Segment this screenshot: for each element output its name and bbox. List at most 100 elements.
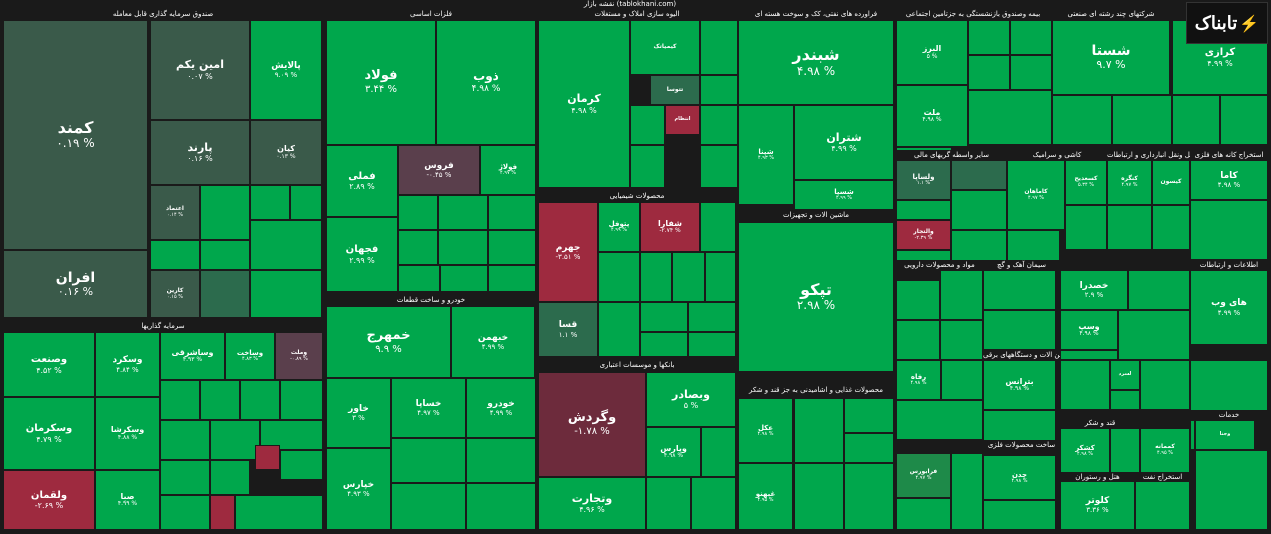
stock-tile-small[interactable] <box>210 495 235 530</box>
stock-tile-small[interactable] <box>983 310 1056 350</box>
stock-tile[interactable]: رفاه ۴.۹۸ % <box>896 360 941 400</box>
stock-tile[interactable]: صبا ۴.۹۹ % <box>95 470 160 530</box>
stock-tile-small[interactable] <box>951 190 1007 230</box>
stock-tile-small[interactable] <box>210 460 250 495</box>
stock-tile-small[interactable] <box>705 252 736 302</box>
stock-tile-small[interactable] <box>1107 205 1152 250</box>
stock-tile[interactable]: تتوسا <box>650 75 700 105</box>
stock-tile[interactable]: وساشرقی ۴.۹۳ % <box>160 332 225 380</box>
stock-tile-small[interactable] <box>1190 420 1195 450</box>
stock-tile-small[interactable] <box>150 240 200 270</box>
stock-tile-small[interactable] <box>1052 95 1112 145</box>
stock-tile-small[interactable] <box>391 483 466 530</box>
stock-tile-small[interactable] <box>200 270 250 318</box>
stock-tile[interactable]: وبصادر ۵ % <box>646 372 736 427</box>
stock-tile-small[interactable] <box>940 320 983 360</box>
stock-tile-small[interactable] <box>235 495 323 530</box>
stock-tile[interactable]: وگردش -۱.۷۸ % <box>538 372 646 477</box>
stock-tile-small[interactable] <box>896 280 940 320</box>
stock-tile-small[interactable] <box>701 427 736 477</box>
stock-tile-small[interactable] <box>391 438 466 483</box>
stock-tile[interactable]: شفارا -۲.۷۴ % <box>640 202 700 252</box>
stock-tile-small[interactable] <box>844 463 894 530</box>
stock-tile-small[interactable] <box>290 185 322 220</box>
stock-tile[interactable]: وساخت ۴.۸۳ % <box>225 332 275 380</box>
stock-tile-small[interactable] <box>160 460 210 495</box>
stock-tile-small[interactable] <box>250 270 322 318</box>
stock-tile[interactable]: ذوب ۴.۹۸ % <box>436 20 536 145</box>
stock-tile[interactable]: کرمان ۴.۹۸ % <box>538 20 630 188</box>
stock-tile[interactable]: پتوفل ۴.۹۹ % <box>598 202 640 252</box>
stock-tile[interactable]: کنگره ۴.۹۷ % <box>1107 160 1152 205</box>
stock-tile[interactable]: فجهان ۲.۹۹ % <box>326 217 398 292</box>
stock-tile[interactable]: وپارس ۴.۹۸ % <box>646 427 701 477</box>
stock-tile[interactable]: وسپ ۴.۹۸ % <box>1060 310 1118 350</box>
stock-tile-small[interactable] <box>398 195 438 230</box>
stock-tile[interactable]: والتجار -۲.۳۹ % <box>896 220 951 250</box>
stock-tile[interactable]: شسپا ۴.۹۹ % <box>794 180 894 210</box>
stock-tile[interactable]: فولاژ ۴.۹۷ % <box>480 145 536 195</box>
stock-tile-small[interactable] <box>896 498 951 530</box>
stock-tile-small[interactable] <box>968 90 1052 145</box>
stock-tile[interactable]: وملت -۰.۸۹ % <box>275 332 323 380</box>
stock-tile-small[interactable] <box>688 332 736 357</box>
stock-tile[interactable]: ولقمان -۲.۶۹ % <box>3 470 95 530</box>
stock-tile-small[interactable] <box>1112 95 1172 145</box>
stock-tile-small[interactable] <box>1152 205 1190 250</box>
stock-tile-small[interactable] <box>983 500 1056 530</box>
stock-tile-small[interactable] <box>488 265 536 292</box>
stock-tile-small[interactable] <box>640 302 688 332</box>
stock-tile[interactable]: غبهنو ۴.۹۵ % <box>738 463 793 530</box>
stock-tile-small[interactable] <box>466 438 536 483</box>
stock-tile-small[interactable] <box>280 380 323 420</box>
stock-tile[interactable]: فرابورس ۴.۹۷ % <box>896 453 951 498</box>
stock-tile-small[interactable] <box>1135 480 1190 530</box>
stock-tile-small[interactable] <box>200 185 250 240</box>
stock-tile[interactable]: شبندر ۴.۹۸ % <box>738 20 894 105</box>
stock-tile-small[interactable] <box>983 270 1056 310</box>
stock-tile[interactable]: فولاد ۳.۴۴ % <box>326 20 436 145</box>
stock-tile[interactable]: ولساپا ۱.۱ % <box>896 160 951 200</box>
stock-tile[interactable]: عکل ۴.۹۸ % <box>738 398 793 463</box>
stock-tile[interactable]: خبهمن ۴.۹۹ % <box>451 306 535 378</box>
stock-tile[interactable]: وجنا <box>1195 420 1255 450</box>
stock-tile-small[interactable] <box>630 105 665 145</box>
stock-tile[interactable]: جهرم -۳.۵۱ % <box>538 202 598 302</box>
stock-tile-small[interactable] <box>1060 360 1110 410</box>
stock-tile-small[interactable] <box>700 145 738 188</box>
stock-tile[interactable]: وسکرمان ۴.۷۹ % <box>3 397 95 470</box>
stock-tile-small[interactable] <box>844 398 894 433</box>
stock-tile-small[interactable] <box>1190 200 1268 260</box>
stock-tile[interactable]: خصدرا ۲.۹ % <box>1060 270 1128 310</box>
stock-tile-small[interactable] <box>640 332 688 357</box>
stock-tile[interactable]: کشکر ۴.۹۸ % <box>1060 428 1110 473</box>
stock-tile[interactable]: خاور ۳ % <box>326 378 391 448</box>
stock-tile[interactable]: امین یکم ۰.۰۷ % <box>150 20 250 120</box>
stock-tile[interactable]: کسعدیح ۵.۳۴ % <box>1065 160 1107 205</box>
stock-tile-small[interactable] <box>1172 95 1220 145</box>
stock-tile[interactable]: خودرو ۴.۹۹ % <box>466 378 536 438</box>
stock-tile-small[interactable] <box>968 20 1010 55</box>
stock-tile-small[interactable] <box>250 220 322 270</box>
stock-tile-small[interactable] <box>1110 428 1140 473</box>
stock-tile-small[interactable] <box>700 105 738 145</box>
stock-tile[interactable]: افران ۰.۱۶ % <box>3 250 148 318</box>
stock-tile-small[interactable] <box>794 398 844 463</box>
stock-tile-small[interactable] <box>210 420 260 460</box>
stock-tile-small[interactable] <box>1118 310 1190 360</box>
stock-tile[interactable]: وصنعت ۴.۵۲ % <box>3 332 95 397</box>
stock-tile[interactable]: البرز ۵ % <box>896 20 968 85</box>
stock-tile-small[interactable] <box>1140 360 1190 410</box>
stock-tile-small[interactable] <box>1010 55 1052 90</box>
stock-tile[interactable]: های وب ۴.۹۹ % <box>1190 270 1268 345</box>
stock-tile[interactable]: تپکو ۲.۹۸ % <box>738 222 894 372</box>
stock-tile-small[interactable] <box>700 202 736 252</box>
stock-tile[interactable]: فملی ۲.۸۹ % <box>326 145 398 217</box>
stock-tile-small[interactable] <box>896 320 940 360</box>
stock-tile-small[interactable] <box>1195 450 1268 530</box>
stock-tile-small[interactable] <box>951 453 983 530</box>
stock-tile-small[interactable] <box>700 20 738 75</box>
stock-tile-small[interactable] <box>598 252 640 302</box>
stock-tile[interactable]: کاماهان ۴.۹۷ % <box>1007 160 1065 230</box>
stock-tile-small[interactable] <box>255 445 280 470</box>
